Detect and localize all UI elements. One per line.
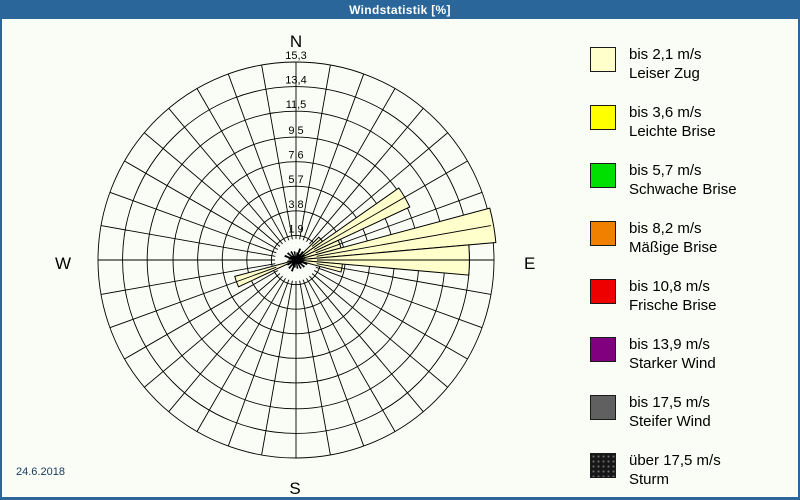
legend-speed-label: bis 13,9 m/s (629, 336, 710, 353)
ring-value-label: 9,5 (288, 125, 303, 137)
grid-radial (311, 273, 448, 388)
compass-label-east: E (524, 254, 536, 273)
legend-item: bis 3,6 m/s Leichte Brise (590, 103, 737, 141)
legend-item: bis 13,9 m/s Starker Wind (590, 335, 737, 373)
ring-value-label: 1,9 (288, 223, 303, 235)
grid-radial (299, 64, 331, 240)
legend-beaufort-name: Starker Wind (629, 355, 716, 372)
grid-radial (315, 191, 483, 254)
legend-speed-label: bis 10,8 m/s (629, 278, 710, 295)
legend-item: bis 2,1 m/s Leiser Zug (590, 45, 737, 83)
grid-radial (302, 73, 365, 241)
legend-beaufort-name: Leiser Zug (629, 65, 700, 82)
grid-radial (316, 263, 492, 295)
grid-radial (144, 132, 281, 247)
legend-color-swatch (590, 279, 616, 304)
legend-color-swatch (590, 163, 616, 188)
legend-speed-label: bis 5,7 m/s (629, 162, 702, 179)
legend-item-text: bis 17,5 m/s Steifer Wind (629, 393, 711, 431)
grid-radial (227, 73, 290, 241)
legend-item-text: bis 13,9 m/s Starker Wind (629, 335, 716, 373)
legend-beaufort-name: Mäßige Brise (629, 239, 718, 256)
legend-beaufort-name: Steifer Wind (629, 413, 711, 430)
legend-beaufort-name: Sturm (629, 471, 670, 488)
legend-beaufort-name: Leichte Brise (629, 123, 716, 140)
grid-radial (261, 64, 293, 240)
legend-item-text: bis 10,8 m/s Frische Brise (629, 277, 717, 315)
grid-radial (196, 277, 286, 432)
legend-item-text: bis 8,2 m/s Mäßige Brise (629, 219, 717, 257)
ring-value-label: 7,6 (288, 150, 303, 162)
legend-item-text: bis 3,6 m/s Leichte Brise (629, 103, 716, 141)
grid-radial (144, 273, 281, 388)
legend-color-swatch (590, 221, 616, 246)
grid-radial (109, 266, 277, 329)
grid-radial (227, 279, 290, 447)
legend-color-swatch (590, 105, 616, 130)
legend-item: bis 17,5 m/s Steifer Wind (590, 393, 737, 431)
grid-radial (168, 108, 283, 245)
date-label: 24.6.2018 (16, 466, 65, 478)
grid-radial (196, 88, 286, 243)
window-title: Windstatistik [%] (349, 3, 451, 17)
grid-radial (309, 108, 424, 245)
legend-speed-label: bis 17,5 m/s (629, 394, 710, 411)
ring-value-label: 11,5 (286, 99, 307, 111)
grid-radial (306, 277, 396, 432)
grid-radial (311, 132, 448, 247)
legend-speed-label: bis 3,6 m/s (629, 104, 702, 121)
center-hub (293, 257, 299, 263)
grid-radial (313, 270, 468, 360)
legend-item: bis 5,7 m/s Schwache Brise (590, 161, 737, 199)
grid-radial (306, 88, 396, 243)
legend-speed-label: über 17,5 m/s (629, 452, 721, 469)
legend-color-swatch (590, 337, 616, 362)
legend-beaufort-name: Frische Brise (629, 297, 717, 314)
legend-item: über 17,5 m/s Sturm (590, 451, 737, 489)
grid-radial (315, 266, 483, 329)
ring-value-label: 15,3 (285, 50, 306, 62)
grid-radial (299, 280, 331, 456)
grid-radial (313, 160, 468, 250)
ring-value-label: 13,4 (285, 75, 306, 87)
ring-value-label: 5,7 (288, 174, 303, 186)
compass-label-south: S (289, 479, 301, 498)
legend-color-swatch (590, 395, 616, 420)
grid-radial (100, 225, 276, 257)
grid-radial (261, 280, 293, 456)
grid-radial (124, 160, 279, 250)
legend-item: bis 10,8 m/s Frische Brise (590, 277, 737, 315)
window-title-bar: Windstatistik [%] (2, 2, 798, 19)
wind-petal (295, 207, 497, 261)
legend-item-text: bis 5,7 m/s Schwache Brise (629, 161, 737, 199)
grid-radial (302, 279, 365, 447)
legend-item: bis 8,2 m/s Mäßige Brise (590, 219, 737, 257)
legend-item-text: über 17,5 m/s Sturm (629, 451, 721, 489)
grid-radial (316, 225, 492, 257)
legend-color-swatch (590, 47, 616, 72)
grid-radial (309, 275, 424, 412)
grid-radial (100, 263, 276, 295)
ring-value-label: 3,8 (288, 199, 303, 211)
legend-speed-label: bis 2,1 m/s (629, 46, 702, 63)
compass-label-west: W (55, 254, 72, 273)
legend-speed-label: bis 8,2 m/s (629, 220, 702, 237)
legend-color-swatch (590, 453, 616, 478)
grid-radial (124, 270, 279, 360)
grid-radial (168, 275, 283, 412)
wind-speed-legend: bis 2,1 m/s Leiser Zug bis 3,6 m/s Leichte … (590, 45, 737, 497)
grid-radial (109, 191, 277, 254)
legend-item-text: bis 2,1 m/s Leiser Zug (629, 45, 702, 83)
compass-label-north: N (289, 32, 303, 51)
legend-beaufort-name: Schwache Brise (629, 181, 737, 198)
